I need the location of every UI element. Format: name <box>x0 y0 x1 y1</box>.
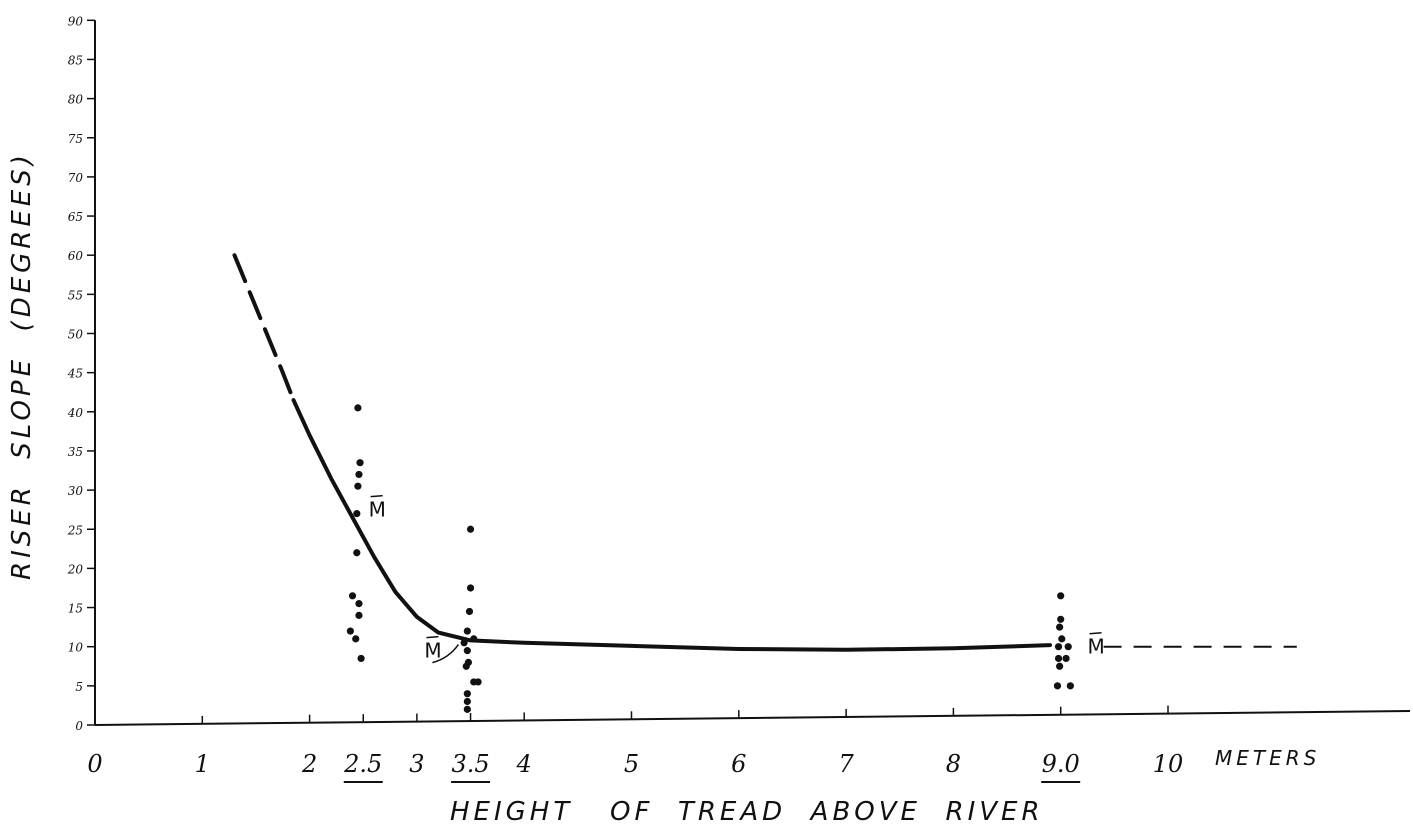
data-point <box>465 607 474 616</box>
data-point <box>466 525 475 533</box>
mean-marker-label: M <box>424 639 441 663</box>
y-tick-label: 5 <box>75 680 83 694</box>
trend-curves <box>232 253 1297 652</box>
y-tick-label: 25 <box>67 523 83 537</box>
y-tick-label: 70 <box>68 171 84 185</box>
data-point <box>1054 643 1063 651</box>
x-tick-label: 1 <box>195 750 210 778</box>
data-point <box>1057 615 1065 623</box>
x-tick-label: 8 <box>946 750 961 778</box>
data-point <box>474 678 482 686</box>
mean-marker-overbar <box>1089 631 1102 635</box>
data-point <box>346 627 354 635</box>
data-point <box>353 509 361 518</box>
y-tick-label: 20 <box>67 562 84 576</box>
data-point <box>460 639 468 647</box>
chart-axes <box>94 20 1411 726</box>
y-tick-label: 10 <box>68 641 84 655</box>
data-point <box>463 627 471 635</box>
data-point <box>1056 623 1064 631</box>
y-tick-label: 65 <box>68 210 83 224</box>
data-point <box>1054 654 1063 663</box>
mean-marker-overbar <box>370 494 383 498</box>
data-point <box>466 584 475 592</box>
x-tick-label: 0 <box>87 750 102 778</box>
data-point <box>355 600 363 608</box>
data-point <box>463 647 471 655</box>
y-tick-label: 45 <box>67 367 83 381</box>
data-point <box>357 654 365 663</box>
y-tick-label: 90 <box>68 14 84 28</box>
data-point <box>352 635 360 643</box>
x-tick-label: 5 <box>624 750 639 778</box>
data-point <box>1066 682 1074 690</box>
trend-curve-solid <box>291 398 1052 652</box>
x-tick-label: 9.0 <box>1042 750 1080 778</box>
y-tick-label: 30 <box>68 484 84 498</box>
mean-marker-label: M <box>1088 635 1105 659</box>
x-tick-label: 10 <box>1153 750 1184 778</box>
x-tick-label: 7 <box>838 750 854 778</box>
data-points <box>346 404 1074 713</box>
y-axis-title: RISER SLOPE (DEGREES) <box>7 151 37 580</box>
x-tick-label: 2.5 <box>343 750 382 778</box>
data-point <box>354 482 362 490</box>
x-ticks: 0 1 2 2.5 3 3.5 4 5 6 7 8 9.0 10 <box>87 705 1184 783</box>
x-tick-label: 3.5 <box>451 750 489 778</box>
data-point <box>463 690 471 698</box>
data-point <box>354 404 362 412</box>
x-axis-title: HEIGHT OF TREAD ABOVE RIVER <box>450 797 1044 827</box>
data-point <box>463 697 471 706</box>
data-point <box>355 470 363 479</box>
mean-markers: M M M <box>369 494 1105 664</box>
mean-marker-pointer <box>432 644 460 664</box>
x-tick-label: 6 <box>731 750 746 778</box>
data-point <box>1057 592 1065 600</box>
y-tick-label: 40 <box>67 406 84 420</box>
mean-marker-label: M <box>369 498 386 522</box>
data-point <box>1064 643 1072 651</box>
data-point <box>463 705 471 713</box>
data-point <box>1053 682 1062 690</box>
x-tick-label: 2 <box>301 750 317 778</box>
data-point <box>356 459 364 467</box>
y-tick-label: 60 <box>68 249 84 263</box>
data-point <box>353 549 361 557</box>
y-tick-label: 75 <box>68 132 83 146</box>
y-tick-label: 80 <box>68 93 84 107</box>
mean-marker-overbar <box>426 635 439 639</box>
y-tick-label: 35 <box>68 445 83 459</box>
y-tick-label: 0 <box>75 719 83 733</box>
y-tick-label: 15 <box>68 602 83 616</box>
data-point <box>348 592 357 600</box>
x-tick-label: 4 <box>516 750 532 778</box>
data-point <box>355 611 363 619</box>
x-unit-label: METERS <box>1215 746 1320 770</box>
data-point <box>1058 635 1066 643</box>
y-tick-label: 85 <box>68 53 83 67</box>
y-tick-label: 50 <box>68 328 84 342</box>
x-tick-label: 3 <box>409 750 424 778</box>
trend-curve-dashed-start <box>232 253 296 403</box>
data-point <box>462 662 470 670</box>
data-point <box>1062 654 1070 663</box>
data-point <box>1056 662 1064 670</box>
y-ticks: 0 5 10 15 20 25 30 35 40 45 50 55 60 65 70 75 80 85 90 <box>67 14 95 733</box>
x-axis-line <box>94 710 1411 726</box>
y-tick-label: 55 <box>68 288 83 302</box>
data-point <box>470 635 478 643</box>
